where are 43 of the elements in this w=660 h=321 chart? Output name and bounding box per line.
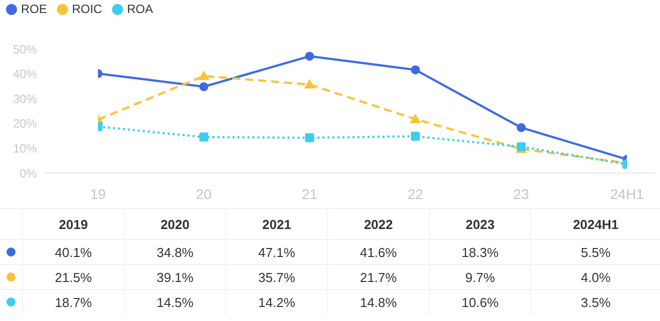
data-label: 41.6% <box>328 240 430 264</box>
x-tick-label: 20 <box>196 186 212 202</box>
data-label: 21.5% <box>22 264 124 290</box>
data-label: 14.5% <box>124 290 226 314</box>
data-label: 14.8% <box>328 290 430 314</box>
point <box>198 70 210 80</box>
data-label: 35.7% <box>226 264 328 290</box>
data-label: 21.7% <box>328 264 430 290</box>
x-tick-label: 19 <box>90 186 106 202</box>
data-label: 5.5% <box>530 240 660 264</box>
data-label: 34.8% <box>124 240 226 264</box>
text: 2023 <box>429 208 531 240</box>
data-label: 47.1% <box>226 240 328 264</box>
data-label: 10.6% <box>429 290 531 314</box>
point <box>410 114 421 124</box>
x-tick-label: 24H1 <box>610 186 644 202</box>
data-label: 4.0% <box>530 264 660 290</box>
data-label: 9.7% <box>429 264 531 290</box>
legend-label: ROIC <box>72 2 102 16</box>
legend-label: ROA <box>127 2 154 16</box>
point <box>305 52 314 61</box>
data-label: 3.5% <box>530 290 660 314</box>
data-label: 18.7% <box>22 290 124 314</box>
point <box>516 123 526 132</box>
point <box>304 78 316 88</box>
text: 2024H1 <box>530 208 660 240</box>
point <box>305 133 314 142</box>
point <box>410 65 420 74</box>
data-label: 18.3% <box>429 240 531 264</box>
point <box>199 132 208 142</box>
data-label: 14.2% <box>226 290 328 314</box>
x-tick-label: 21 <box>302 186 318 202</box>
text: 2019 <box>22 208 124 240</box>
x-tick-label: 23 <box>513 186 530 202</box>
data-label: 39.1% <box>124 264 226 290</box>
x-tick-label: 22 <box>408 186 424 202</box>
point <box>410 132 420 141</box>
text: 2022 <box>328 208 430 240</box>
text: 2021 <box>226 208 328 240</box>
point <box>199 82 208 92</box>
text: 2020 <box>124 208 226 240</box>
data-label: 40.1% <box>22 240 124 264</box>
legend-label: ROE <box>21 2 48 16</box>
